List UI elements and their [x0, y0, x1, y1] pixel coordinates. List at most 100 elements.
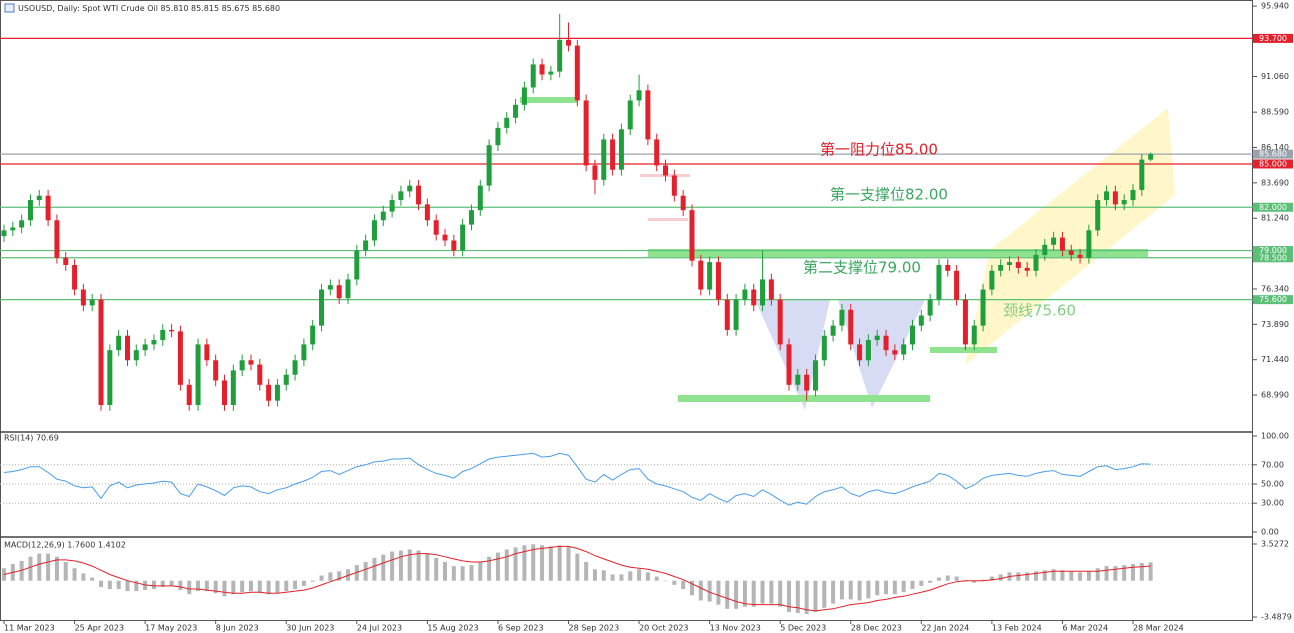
macd-bar — [681, 580, 686, 590]
y-tick-label: 91.060 — [1261, 72, 1289, 81]
candle-body — [601, 139, 607, 180]
candle-body — [424, 204, 430, 221]
candle-body — [918, 315, 924, 326]
macd-bar — [257, 580, 262, 593]
x-tick-label: 13 Feb 2024 — [992, 624, 1042, 633]
macd-bar — [875, 580, 880, 596]
y-tick-label: 76.340 — [1261, 284, 1289, 293]
macd-bar — [425, 553, 430, 581]
candle-body — [98, 299, 104, 406]
macd-bar — [540, 545, 545, 581]
candle-body — [777, 299, 783, 345]
y-tick-label: 86.140 — [1261, 143, 1289, 152]
y-tick-label: 95.940 — [1261, 2, 1289, 11]
macd-bar — [390, 551, 395, 581]
candle-body — [901, 344, 907, 355]
macd-bar — [1051, 569, 1056, 581]
candle-body — [513, 104, 519, 118]
candle-body — [371, 220, 377, 241]
candle-body — [292, 360, 298, 375]
candle-body — [36, 195, 42, 201]
macd-bar — [504, 549, 509, 581]
macd-bar — [1060, 570, 1065, 581]
candle-body — [768, 279, 774, 300]
y-tick-label: 50.00 — [1261, 480, 1284, 489]
candle-body — [980, 289, 986, 326]
macd-bar — [204, 580, 209, 592]
candle-body — [195, 344, 201, 406]
candle-body — [1042, 244, 1048, 255]
candle-body — [945, 265, 951, 271]
macd-bar — [884, 580, 889, 595]
pattern-triangle — [755, 300, 830, 410]
macd-bar — [213, 580, 218, 594]
candle-body — [80, 289, 86, 306]
macd-bar — [804, 580, 809, 615]
macd-bar — [398, 550, 403, 581]
macd-bar — [1016, 572, 1021, 581]
macd-bar — [901, 580, 906, 593]
candle-body — [839, 309, 845, 326]
macd-bar — [37, 553, 42, 581]
macd-bar — [1148, 562, 1153, 581]
candle-body — [627, 100, 633, 130]
candle-body — [213, 360, 219, 381]
x-tick-label: 30 Jun 2023 — [286, 624, 334, 633]
x-tick-label: 20 Oct 2023 — [639, 624, 688, 633]
resistance-zone — [648, 218, 688, 221]
level-label: 93.700 — [1259, 34, 1287, 43]
macd-bar — [672, 580, 677, 585]
macd-bar — [72, 568, 77, 581]
level-label-bg — [1253, 159, 1293, 169]
x-tick-label: 8 Jun 2023 — [216, 624, 259, 633]
candle-body — [733, 299, 739, 330]
candle-body — [486, 145, 492, 186]
level-label-bg — [1253, 253, 1293, 263]
candle-body — [654, 139, 660, 166]
macd-bar — [134, 580, 139, 592]
macd-bar — [160, 580, 165, 587]
y-tick-label: 70.00 — [1261, 460, 1284, 469]
macd-bar — [293, 580, 298, 590]
level-label-bg — [1253, 202, 1293, 212]
macd-bar — [989, 576, 994, 581]
macd-bar — [63, 561, 68, 581]
candle-body — [610, 139, 616, 170]
candle-body — [327, 285, 333, 290]
level-label: 85.680 — [1259, 150, 1287, 159]
macd-bar — [892, 580, 897, 595]
candle-body — [909, 325, 915, 345]
macd-bar — [839, 580, 844, 600]
trend-channel — [965, 108, 1175, 365]
macd-bar — [310, 580, 315, 582]
macd-bar — [610, 574, 615, 581]
macd-bar — [169, 580, 174, 586]
macd-bar — [592, 569, 597, 581]
macd-bar — [187, 580, 192, 595]
candle-body — [160, 329, 166, 341]
candle-body — [27, 200, 33, 221]
candle-body — [124, 335, 130, 361]
candle-body — [636, 90, 642, 101]
level-label-bg — [1253, 33, 1293, 43]
level-label: 75.600 — [1259, 295, 1287, 304]
candle-body — [1095, 200, 1101, 231]
chart-title: USOUSD, Daily: Spot WTI Crude Oil 85.810… — [18, 4, 280, 13]
candle-body — [248, 360, 254, 365]
macd-bar — [1033, 571, 1038, 581]
macd-bar — [628, 571, 633, 581]
candle-body — [1, 230, 7, 237]
macd-bar — [689, 580, 694, 596]
x-tick-label: 11 Mar 2023 — [4, 624, 55, 633]
y-tick-label: 100.00 — [1261, 432, 1289, 441]
y-tick-label: 68.990 — [1261, 391, 1289, 400]
candle-body — [671, 175, 677, 196]
macd-bar — [434, 557, 439, 581]
candle-body — [468, 210, 474, 225]
candle-body — [857, 344, 863, 361]
candle-body — [460, 224, 466, 251]
macd-bar — [707, 580, 712, 602]
macd-bar — [248, 580, 253, 592]
candle-body — [177, 331, 183, 385]
